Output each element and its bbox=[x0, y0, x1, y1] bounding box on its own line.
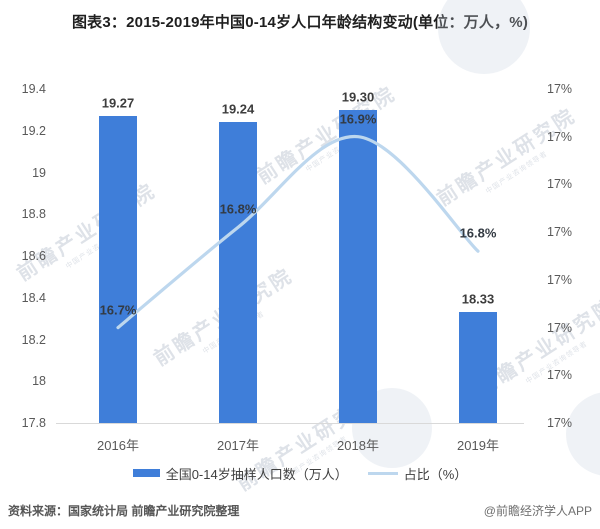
right-axis-tick: 17% bbox=[547, 320, 573, 335]
line-point-label: 16.8% bbox=[459, 225, 497, 241]
footer: 资料来源：国家统计局 前瞻产业研究院整理 @前瞻经济学人APP bbox=[8, 502, 592, 519]
bar-2017年 bbox=[219, 122, 257, 423]
x-axis-label: 2019年 bbox=[457, 438, 499, 453]
x-axis-label: 2017年 bbox=[217, 438, 259, 453]
legend-bar-swatch bbox=[132, 469, 160, 477]
right-axis-tick: 17% bbox=[547, 225, 573, 240]
right-axis-tick: 17% bbox=[547, 272, 573, 287]
legend-bar-entry: 全国0-14岁抽样人口数（万人） bbox=[132, 464, 348, 483]
watermark-text: 前瞻产业研究院中国产业咨询领导者 bbox=[13, 179, 161, 286]
left-axis-tick: 19.2 bbox=[21, 123, 46, 138]
bar-value-label: 19.30 bbox=[341, 89, 375, 105]
bar-value-label: 19.27 bbox=[101, 95, 135, 111]
right-axis-tick: 17% bbox=[547, 82, 573, 96]
line-point-label: 16.8% bbox=[219, 201, 257, 217]
bar-value-label: 19.24 bbox=[221, 101, 255, 117]
legend-line-swatch bbox=[367, 471, 398, 475]
left-axis-tick: 18 bbox=[32, 374, 46, 389]
right-axis-tick: 17% bbox=[547, 177, 573, 192]
credit-note: @前瞻经济学人APP bbox=[483, 504, 592, 518]
ratio-line bbox=[116, 135, 480, 330]
left-axis-tick: 17.8 bbox=[21, 416, 46, 430]
legend-line-entry: 占比（%） bbox=[367, 464, 468, 483]
x-axis-line bbox=[56, 423, 524, 424]
bar-2018年 bbox=[339, 109, 377, 423]
right-axis-tick: 17% bbox=[547, 416, 573, 430]
left-axis-tick: 18.4 bbox=[21, 290, 46, 305]
chart-title: 图表3：2015-2019年中国0-14岁人口年龄结构变动(单位：万人，%) bbox=[71, 14, 529, 31]
legend-line-label: 占比（%） bbox=[403, 466, 468, 482]
source-note: 资料来源：国家统计局 前瞻产业研究院整理 bbox=[8, 504, 240, 518]
left-axis-tick: 19.4 bbox=[21, 82, 46, 96]
legend: 全国0-14岁抽样人口数（万人） 占比（%） bbox=[0, 464, 600, 482]
right-axis-tick: 17% bbox=[547, 129, 573, 144]
x-axis-label: 2016年 bbox=[97, 438, 139, 453]
left-axis-tick: 18.8 bbox=[21, 207, 46, 222]
left-axis-tick: 18.2 bbox=[21, 332, 46, 347]
bar-2016年 bbox=[99, 116, 137, 423]
bar-value-label: 18.33 bbox=[461, 291, 495, 307]
bar-2019年 bbox=[459, 312, 497, 423]
x-axis-label: 2018年 bbox=[337, 438, 379, 453]
watermark-text: 前瞻产业研究院中国产业咨询领导者 bbox=[253, 82, 401, 189]
watermark-text: 前瞻产业研究院中国产业咨询领导者 bbox=[433, 104, 581, 211]
line-point-label: 16.7% bbox=[99, 302, 137, 318]
legend-bar-label: 全国0-14岁抽样人口数（万人） bbox=[165, 466, 348, 482]
left-axis-tick: 18.6 bbox=[21, 249, 46, 263]
left-axis-tick: 19 bbox=[32, 165, 46, 180]
right-axis-tick: 17% bbox=[547, 368, 573, 383]
line-point-label: 16.9% bbox=[339, 111, 377, 127]
